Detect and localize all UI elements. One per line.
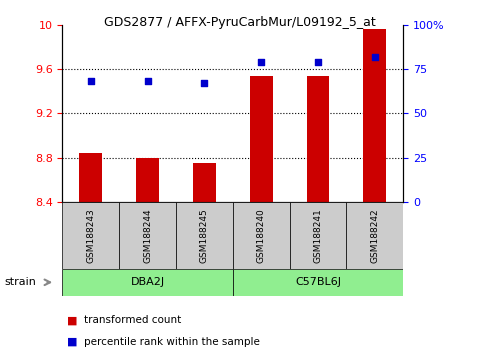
Point <box>87 79 95 84</box>
Bar <box>250 76 273 202</box>
Text: ■: ■ <box>67 337 78 347</box>
Bar <box>119 202 176 269</box>
Text: transformed count: transformed count <box>84 315 181 325</box>
Text: C57BL6J: C57BL6J <box>295 277 341 287</box>
Text: GSM188244: GSM188244 <box>143 208 152 263</box>
Bar <box>62 269 233 296</box>
Point <box>314 59 322 65</box>
Bar <box>307 76 329 202</box>
Text: percentile rank within the sample: percentile rank within the sample <box>84 337 260 347</box>
Text: strain: strain <box>5 277 36 287</box>
Bar <box>363 29 386 202</box>
Bar <box>193 163 216 202</box>
Bar <box>233 202 289 269</box>
Text: GDS2877 / AFFX-PyruCarbMur/L09192_5_at: GDS2877 / AFFX-PyruCarbMur/L09192_5_at <box>104 16 376 29</box>
Bar <box>233 269 403 296</box>
Bar <box>136 158 159 202</box>
Point <box>371 54 379 59</box>
Text: ■: ■ <box>67 315 78 325</box>
Text: GSM188240: GSM188240 <box>257 208 266 263</box>
Bar <box>176 202 233 269</box>
Point <box>201 80 208 86</box>
Bar <box>79 153 102 202</box>
Text: GSM188241: GSM188241 <box>313 208 323 263</box>
Bar <box>289 202 347 269</box>
Bar <box>347 202 403 269</box>
Point <box>257 59 265 65</box>
Text: GSM188245: GSM188245 <box>200 208 209 263</box>
Point <box>144 79 152 84</box>
Bar <box>62 202 119 269</box>
Text: GSM188242: GSM188242 <box>370 208 379 263</box>
Text: GSM188243: GSM188243 <box>86 208 96 263</box>
Text: DBA2J: DBA2J <box>131 277 165 287</box>
